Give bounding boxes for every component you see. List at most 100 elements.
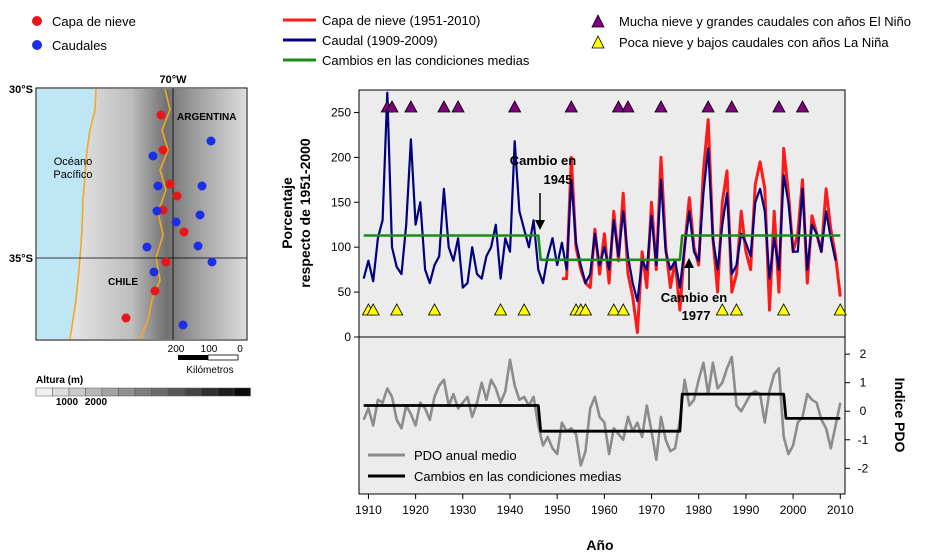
el-nino-marker — [385, 100, 399, 113]
argentina-label: ARGENTINA — [177, 112, 236, 123]
lat-label-35: 35°S — [9, 253, 33, 265]
altitude-step-4 — [101, 387, 119, 397]
el-nino-marker — [404, 100, 418, 113]
altitude-step-9 — [184, 387, 202, 397]
flow-legend-label: Caudales — [52, 38, 107, 53]
lower-y-tick-label: 0 — [860, 404, 867, 418]
coastline — [69, 88, 97, 340]
map-points — [121, 110, 217, 330]
legend-marker-el-nino — [591, 14, 605, 28]
el-nino-marker — [451, 100, 465, 113]
scale-tick-100: 100 — [201, 344, 218, 355]
altitude-step-5 — [118, 387, 136, 397]
altitude-legend: Altura (m) 1000 2000 — [35, 375, 251, 408]
la-nina-marker — [776, 303, 791, 316]
flow-station-8 — [193, 241, 203, 251]
snow-station-5 — [179, 227, 189, 237]
el-nino-marker — [725, 100, 739, 113]
flow-station-3 — [197, 181, 207, 191]
x-tick-label: 1950 — [544, 503, 571, 517]
annotation-1945-arrowhead — [535, 220, 545, 230]
upper-y-label-1: Porcentaje — [279, 177, 295, 249]
altitude-step-8 — [167, 387, 185, 397]
map-scale: 200 100 0 Kilómetros — [168, 344, 244, 376]
flow-station-10 — [149, 267, 159, 277]
scale-bar-black — [178, 355, 208, 360]
altitude-step-1 — [52, 387, 70, 397]
snow-station-8 — [121, 313, 131, 323]
flow-station-6 — [171, 217, 181, 227]
annotation-1977: Cambio en 1977 — [661, 258, 728, 323]
legend-label-pdo: PDO anual medio — [414, 448, 517, 463]
altitude-step-2 — [68, 387, 86, 397]
flow-legend-dot — [32, 40, 42, 50]
scale-tick-200: 200 — [168, 344, 185, 355]
el-nino-marker — [564, 100, 579, 113]
el-nino-marker — [795, 100, 810, 113]
annotation-1977-line1: Cambio en — [661, 290, 728, 305]
x-tick-label: 1980 — [685, 503, 712, 517]
lat-label-30: 30°S — [9, 84, 33, 96]
flow-station-0 — [206, 136, 216, 146]
altitude-step-3 — [85, 387, 103, 397]
x-tick-label: 1910 — [355, 503, 382, 517]
annotation-1945-line1: Cambio en — [510, 153, 577, 168]
la-nina-marker — [833, 303, 847, 316]
upper-y-tick-label: 150 — [331, 195, 351, 209]
upper-y-tick-label: 100 — [331, 240, 351, 254]
legend-label-la-nina: Poca nieve y bajos caudales con años La … — [619, 35, 889, 50]
la-nina-marker — [517, 303, 531, 316]
legend-label-mean: Cambios en las condiciones medias — [322, 53, 530, 68]
snow-station-6 — [161, 257, 171, 267]
flow-station-5 — [195, 210, 205, 220]
x-tick-label: 1970 — [638, 503, 665, 517]
upper-y-tick-label: 250 — [331, 105, 351, 119]
legend-label-pdo-mean: Cambios en las condiciones medias — [414, 469, 622, 484]
la-nina-marker — [616, 303, 630, 316]
snow-legend-dot — [32, 16, 42, 26]
mean-conditions-line — [363, 234, 841, 262]
altitude-tick-1000: 1000 — [56, 397, 79, 408]
upper-plot-area — [358, 89, 846, 338]
la-nina-marker — [366, 303, 380, 316]
flow-station-2 — [153, 181, 163, 191]
lower-y-tick-label: -1 — [858, 433, 869, 447]
x-axis-ticks: 1910 1920 1930 1940 1950 1960 1970 1980 1990 2000… — [355, 494, 854, 517]
legend-marker-la-nina — [591, 35, 605, 49]
upper-y-ticks: 0 50 100 150 200 250 — [331, 105, 359, 344]
la-nina-marker — [493, 303, 508, 316]
altitude-scale-bar — [35, 387, 251, 397]
flow-station-7 — [142, 242, 152, 252]
altitude-step-10 — [200, 387, 218, 397]
annotation-1945: Cambio en 1945 — [510, 153, 577, 230]
legend-label-flow: Caudal (1909-2009) — [322, 33, 438, 48]
altitude-tick-2000: 2000 — [85, 397, 108, 408]
x-tick-label: 1920 — [402, 503, 429, 517]
la-nina-marker — [715, 303, 729, 316]
chile-label: CHILE — [108, 277, 138, 288]
x-tick-label: 1930 — [449, 503, 476, 517]
flow-line — [362, 91, 837, 303]
altitude-step-7 — [151, 387, 169, 397]
lower-y-tick-label: -2 — [858, 461, 869, 475]
el-nino-marker — [508, 100, 522, 113]
el-nino-marker — [701, 100, 715, 113]
annotation-1977-line2: 1977 — [682, 308, 711, 323]
flow-station-4 — [152, 206, 162, 216]
lon-label: 70°W — [159, 74, 187, 86]
x-tick-label: 2000 — [780, 503, 807, 517]
upper-series — [362, 91, 842, 334]
lower-y-label: Indice PDO — [892, 378, 908, 453]
upper-y-tick-label: 200 — [331, 150, 351, 164]
ocean-label-2: Pacífico — [53, 169, 92, 181]
altitude-step-0 — [35, 387, 53, 397]
snow-station-0 — [156, 110, 166, 120]
flow-station-1 — [148, 151, 158, 161]
x-tick-label: 1990 — [733, 503, 760, 517]
ocean-label-1: Océano — [54, 156, 93, 168]
el-nino-marker — [654, 100, 668, 113]
x-tick-label: 1960 — [591, 503, 618, 517]
flow-station-9 — [207, 257, 217, 267]
el-nino-marker — [772, 100, 786, 113]
